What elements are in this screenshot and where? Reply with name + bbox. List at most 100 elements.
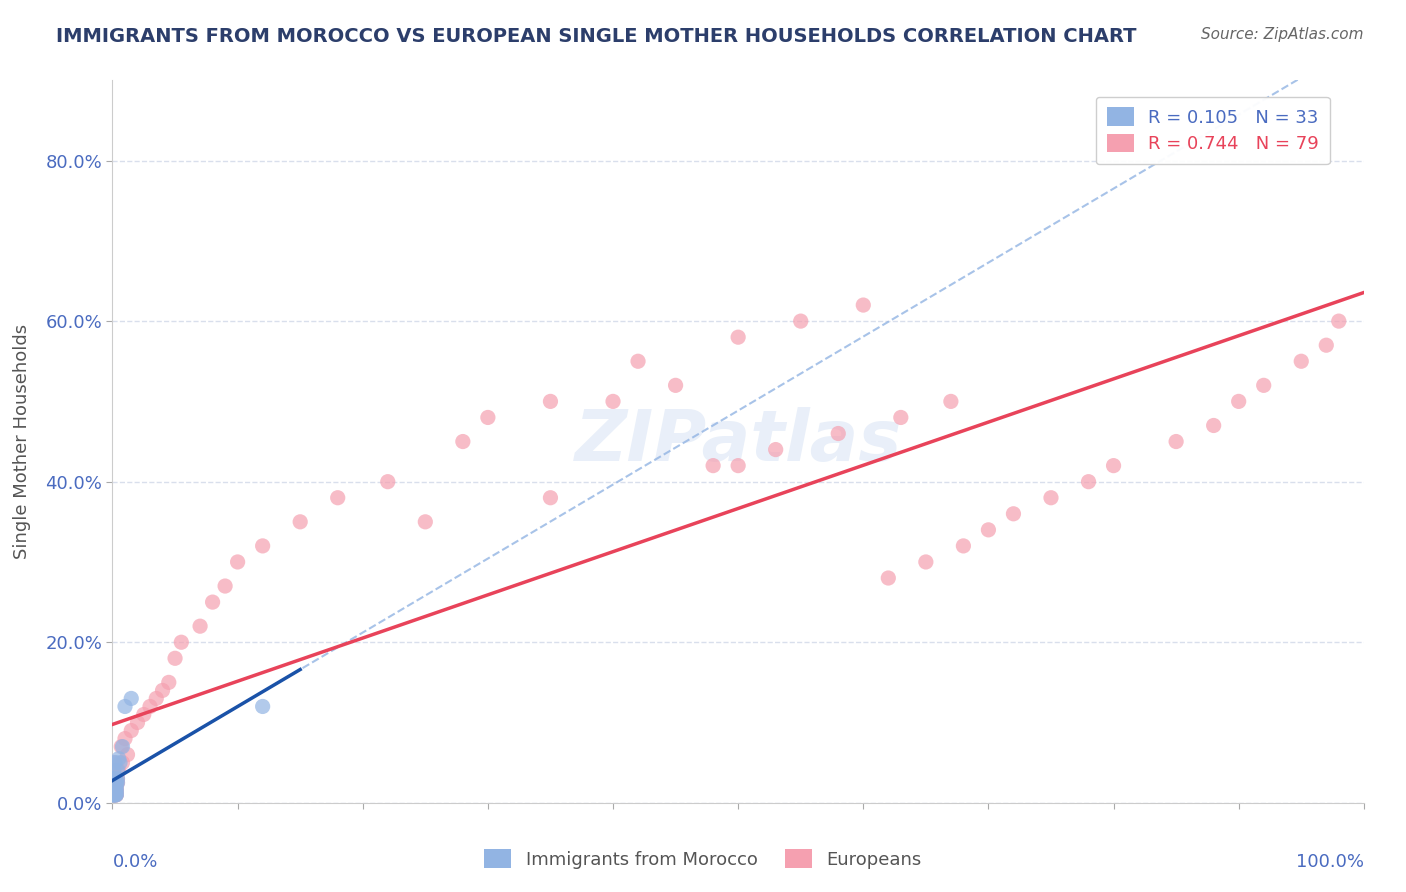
Point	[977, 523, 1000, 537]
Point	[105, 788, 128, 802]
Point	[105, 776, 128, 790]
Point	[413, 515, 436, 529]
Point	[103, 780, 125, 794]
Point	[877, 571, 900, 585]
Point	[103, 772, 125, 786]
Point	[107, 751, 129, 765]
Point	[105, 776, 128, 790]
Point	[105, 784, 128, 798]
Point	[103, 788, 125, 802]
Point	[107, 776, 129, 790]
Point	[727, 330, 749, 344]
Point	[105, 788, 128, 802]
Point	[103, 788, 125, 802]
Point	[290, 515, 312, 529]
Point	[103, 772, 125, 786]
Point	[114, 699, 136, 714]
Point	[103, 780, 125, 794]
Point	[103, 788, 125, 802]
Point	[105, 788, 128, 802]
Point	[107, 764, 129, 778]
Point	[103, 780, 125, 794]
Point	[1102, 458, 1125, 473]
Point	[107, 776, 129, 790]
Text: 0.0%: 0.0%	[112, 854, 157, 871]
Point	[170, 635, 193, 649]
Point	[952, 539, 974, 553]
Point	[104, 772, 127, 786]
Point	[790, 314, 813, 328]
Point	[377, 475, 399, 489]
Point	[252, 699, 274, 714]
Point	[1327, 314, 1350, 328]
Point	[104, 756, 127, 770]
Point	[110, 739, 132, 754]
Point	[120, 691, 142, 706]
Point	[939, 394, 962, 409]
Point	[664, 378, 686, 392]
Point	[105, 780, 128, 794]
Point	[103, 788, 125, 802]
Point	[890, 410, 912, 425]
Point	[139, 699, 162, 714]
Point	[145, 691, 167, 706]
Point	[104, 776, 127, 790]
Point	[105, 788, 128, 802]
Point	[727, 458, 749, 473]
Point	[104, 788, 127, 802]
Point	[226, 555, 249, 569]
Point	[477, 410, 499, 425]
Point	[1253, 378, 1275, 392]
Point	[111, 739, 134, 754]
Point	[105, 784, 128, 798]
Point	[627, 354, 650, 368]
Text: ZIPatlas: ZIPatlas	[575, 407, 901, 476]
Point	[852, 298, 875, 312]
Point	[105, 784, 128, 798]
Point	[1315, 338, 1337, 352]
Point	[103, 788, 125, 802]
Point	[104, 776, 127, 790]
Point	[114, 731, 136, 746]
Point	[127, 715, 149, 730]
Point	[214, 579, 236, 593]
Point	[104, 772, 127, 786]
Point	[915, 555, 938, 569]
Point	[108, 756, 131, 770]
Text: Source: ZipAtlas.com: Source: ZipAtlas.com	[1201, 27, 1364, 42]
Point	[104, 788, 127, 802]
Point	[188, 619, 211, 633]
Y-axis label: Single Mother Households: Single Mother Households	[13, 324, 31, 559]
Point	[163, 651, 186, 665]
Point	[103, 764, 125, 778]
Point	[104, 780, 127, 794]
Point	[538, 491, 561, 505]
Point	[103, 788, 125, 802]
Point	[103, 784, 125, 798]
Point	[103, 764, 125, 778]
Point	[252, 539, 274, 553]
Point	[105, 784, 128, 798]
Point	[132, 707, 155, 722]
Point	[1039, 491, 1063, 505]
Point	[201, 595, 224, 609]
Point	[1077, 475, 1099, 489]
Point	[157, 675, 180, 690]
Point	[107, 764, 129, 778]
Point	[104, 756, 127, 770]
Point	[107, 772, 129, 786]
Point	[104, 772, 127, 786]
Point	[152, 683, 174, 698]
Point	[103, 788, 125, 802]
Point	[103, 780, 125, 794]
Point	[104, 788, 127, 802]
Point	[103, 780, 125, 794]
Point	[451, 434, 474, 449]
Point	[1227, 394, 1250, 409]
Point	[120, 723, 142, 738]
Point	[117, 747, 139, 762]
Point	[538, 394, 561, 409]
Point	[827, 426, 849, 441]
Point	[107, 772, 129, 786]
Text: IMMIGRANTS FROM MOROCCO VS EUROPEAN SINGLE MOTHER HOUSEHOLDS CORRELATION CHART: IMMIGRANTS FROM MOROCCO VS EUROPEAN SING…	[56, 27, 1136, 45]
